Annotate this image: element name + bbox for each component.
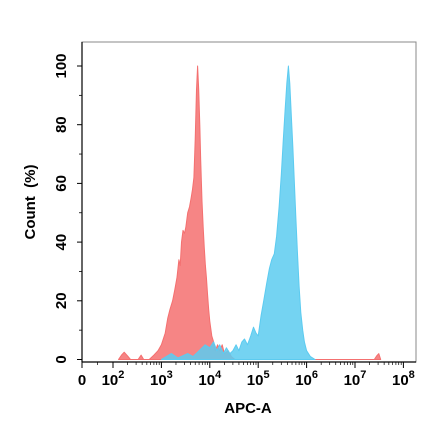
y-tick-label: 0 [53,355,70,363]
y-tick-label: 20 [53,292,70,309]
x-tick-label: 102 [102,369,125,389]
x-tick-label: 103 [150,369,173,389]
x-axis: 0 102 103 104 105 106 107 108 [78,361,416,389]
y-tick-label: 60 [53,175,70,192]
series-area-2 [160,65,316,360]
x-tick-label: 106 [295,369,318,389]
y-tick-label: 100 [53,53,70,78]
x-tick-label: 0 [78,372,86,389]
y-tick-label: 80 [53,116,70,133]
x-axis-title: APC-A [224,400,272,417]
x-tick-label: 104 [198,369,222,389]
x-tick-label: 105 [247,369,270,389]
plot-area-frame [81,41,417,363]
x-tick-label: 108 [392,369,415,389]
y-tick-label: 40 [53,234,70,251]
series-layer [118,65,382,360]
y-axis-title: Count (%) [22,165,39,240]
series-area-1 [118,65,382,360]
x-tick-label: 107 [344,369,367,389]
y-axis: 0 20 40 60 80 100 [53,42,83,364]
